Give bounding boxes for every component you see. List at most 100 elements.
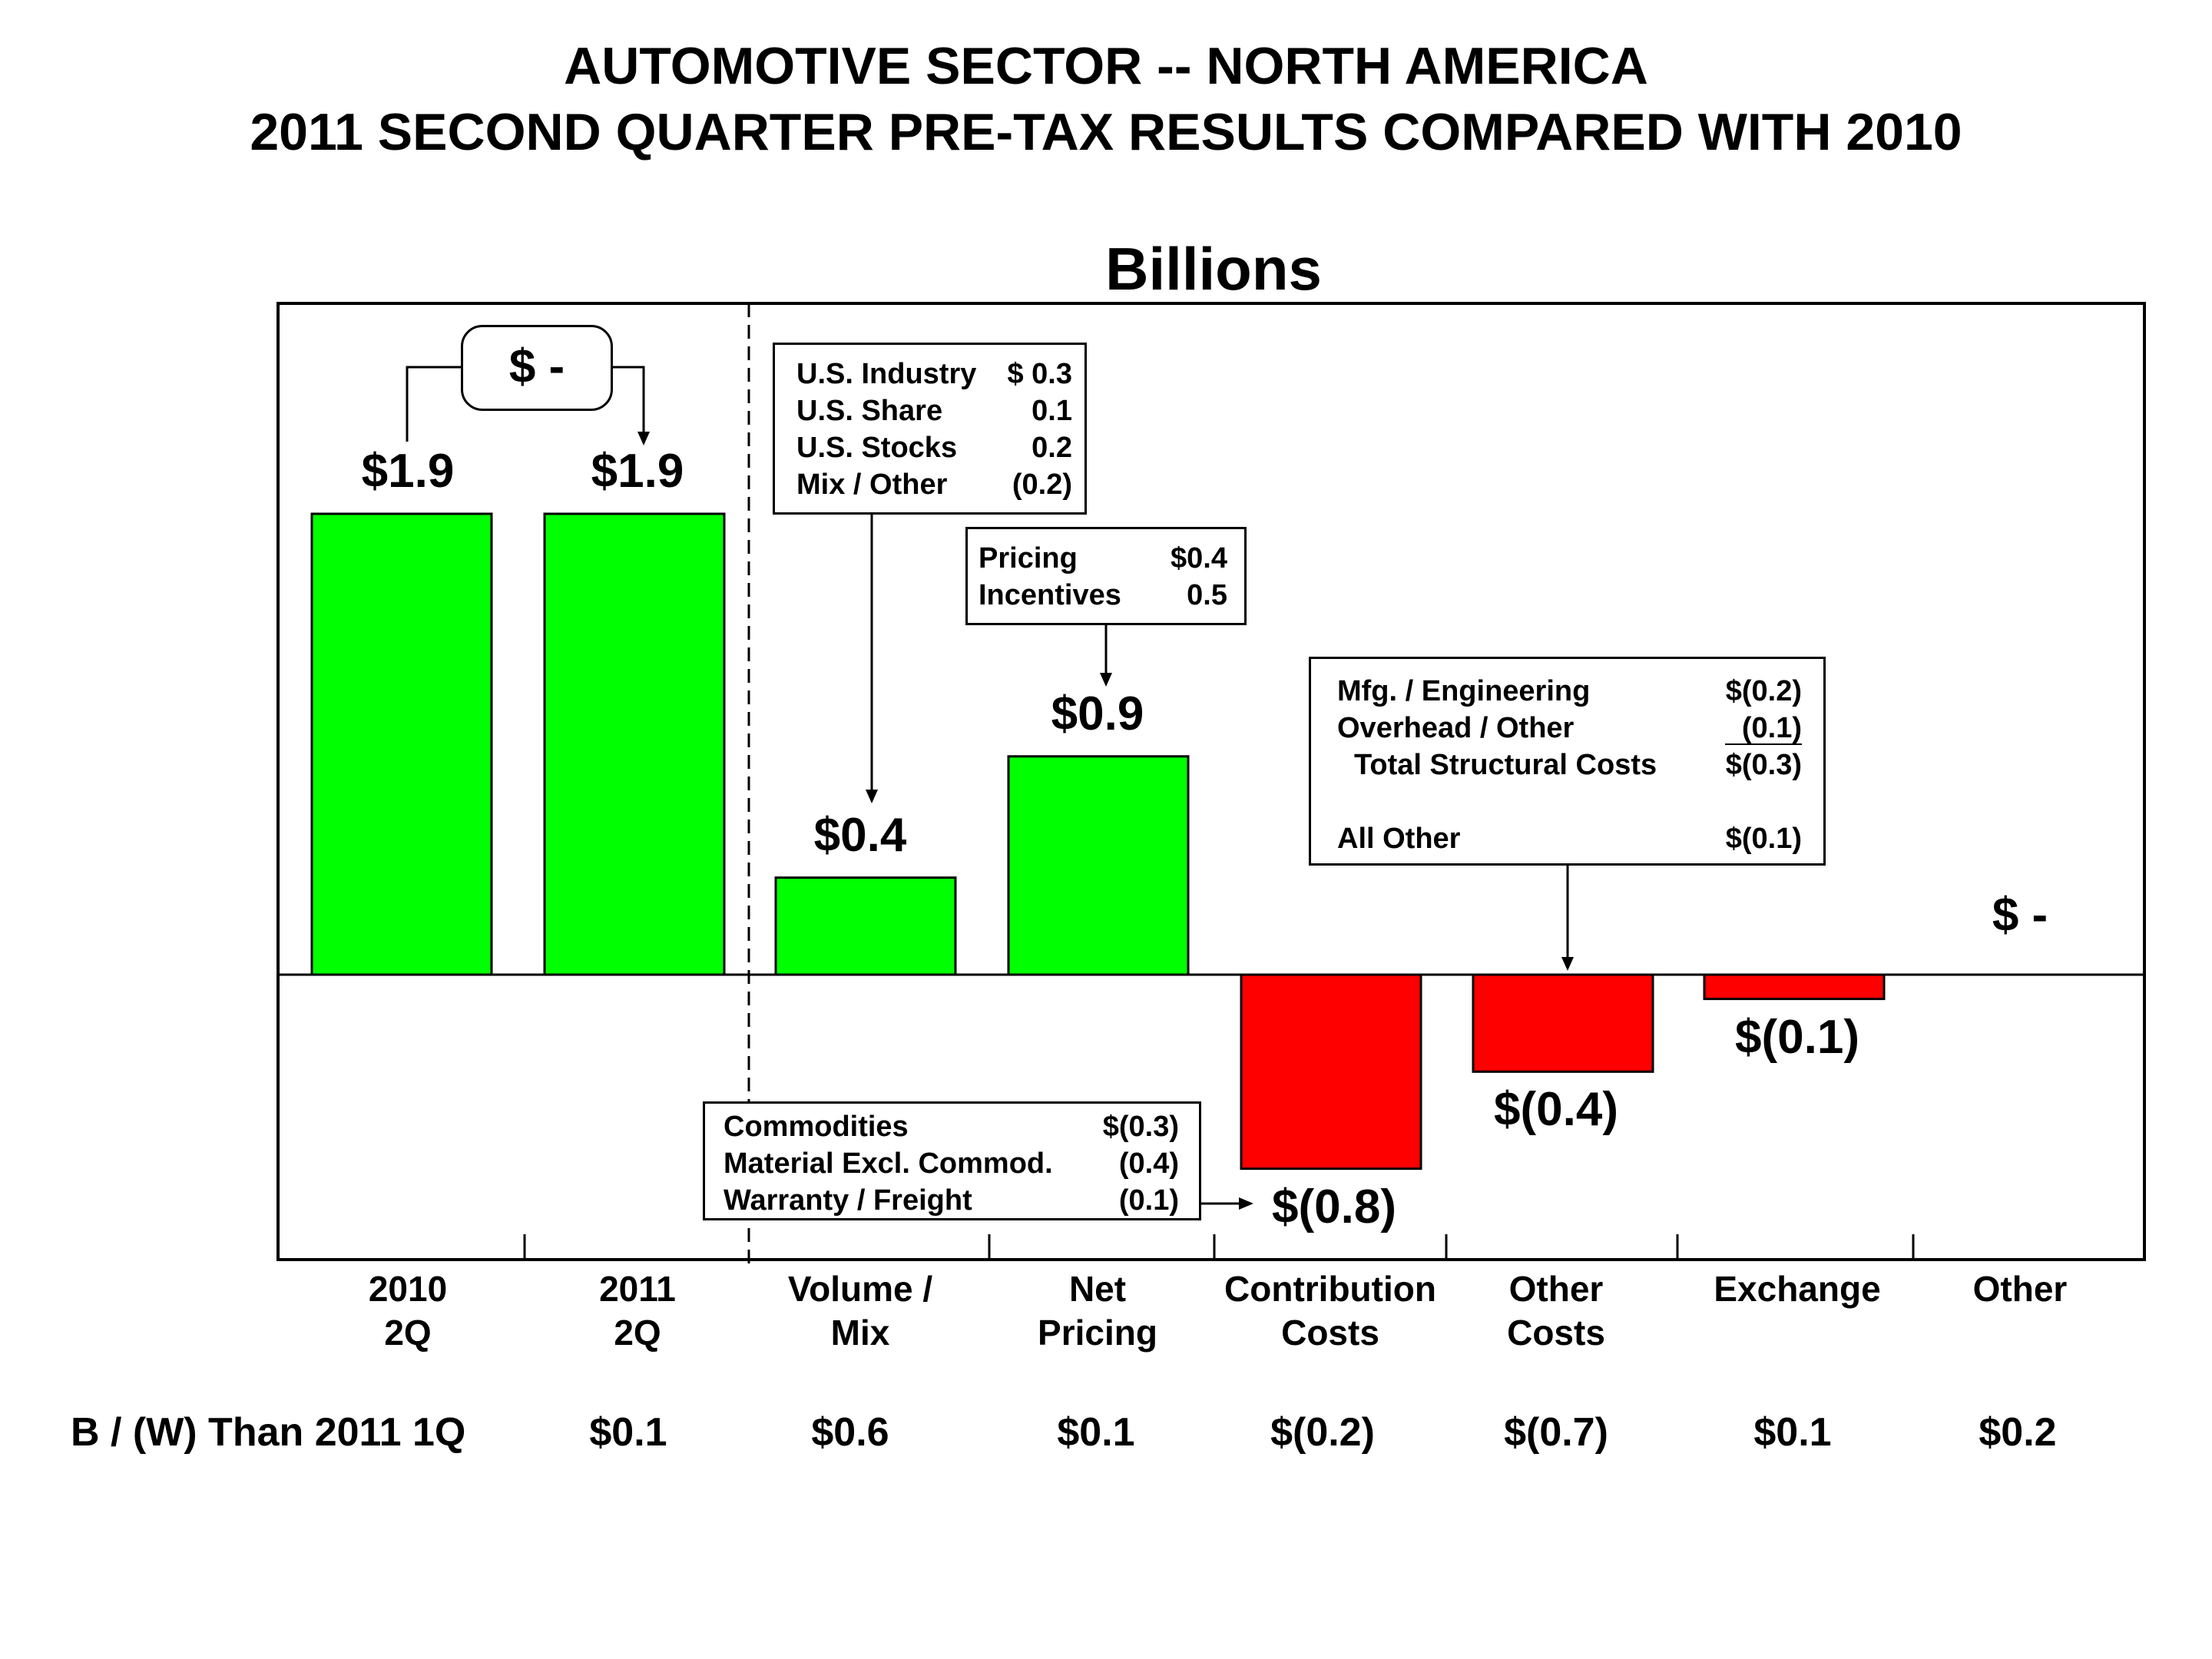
callout-row-value: (0.1) [1118, 1184, 1179, 1217]
othercosts-callout-arrow-icon [1561, 957, 1574, 971]
category-label: Other Costs [1433, 1267, 1679, 1355]
bar [1703, 973, 1886, 1001]
callout-row: Incentives 0.5 [979, 577, 1227, 614]
category-label: Exchange [1674, 1267, 1920, 1311]
callout-row: Warranty / Freight (0.1) [724, 1182, 1179, 1219]
bw-row-value: $(0.7) [1504, 1410, 1608, 1455]
category-label-line2: Costs [1507, 1313, 1605, 1353]
category-label-line1: 2010 [368, 1269, 448, 1309]
callout-row-value: (0.4) [1118, 1147, 1179, 1180]
net-pricing-callout: Pricing $0.4 Incentives 0.5 [965, 527, 1247, 625]
change-callout: $ - [461, 325, 613, 411]
change-callout-value: $ - [508, 340, 565, 393]
bw-row-value: $0.6 [811, 1410, 889, 1455]
category-label-line1: Net [1068, 1269, 1127, 1309]
bars [310, 512, 1886, 1171]
units-label: Billions [1105, 235, 1322, 303]
callout-row-value: $(0.1) [1725, 823, 1802, 855]
axis-ticks [523, 1234, 1915, 1260]
category-label-line1: Other [1508, 1269, 1604, 1309]
callout-row-value: 0.2 [1031, 432, 1072, 464]
callout-row-value: 0.5 [1187, 579, 1227, 611]
volume-mix-callout: U.S. Industry $ 0.3 U.S. Share 0.1 U.S. St… [773, 343, 1087, 515]
callout-row-value: $0.4 [1171, 542, 1227, 575]
callout-row-label: Commodities [724, 1111, 909, 1143]
callout-row-label: All Other [1337, 823, 1461, 855]
callout-row-value: (0.2) [1012, 469, 1072, 501]
bw-row-value: $(0.2) [1270, 1410, 1375, 1455]
bar [310, 512, 493, 976]
callout-row-label: U.S. Industry [796, 358, 977, 390]
bar-value-label: $1.9 [361, 444, 455, 498]
bar-value-label: $1.9 [591, 444, 684, 498]
callout-row-label: Incentives [979, 579, 1121, 611]
category-label: Volume / Mix [737, 1267, 983, 1355]
category-label-line1: Exchange [1714, 1269, 1881, 1309]
callout-row-label: Material Excl. Commod. [724, 1147, 1053, 1180]
bw-row-value: $0.2 [1979, 1410, 2057, 1455]
category-label-line1: Contribution [1224, 1269, 1436, 1309]
bracket-arrow-icon [637, 432, 650, 445]
callout-row: Mix / Other (0.2) [796, 466, 1072, 503]
callout-row: All Other $(0.1) [1337, 820, 1802, 857]
bar [774, 876, 957, 976]
category-label: Contribution Costs [1207, 1267, 1453, 1355]
category-label-line2: Costs [1281, 1313, 1379, 1353]
chart-title-line2: 2011 SECOND QUARTER PRE-TAX RESULTS COMP… [250, 103, 1962, 161]
contribution-callout-arrow-icon [1239, 1197, 1253, 1210]
bracket-right-line [611, 366, 645, 434]
category-label-line2: Mix [830, 1313, 890, 1353]
callout-row-value: $ 0.3 [1007, 358, 1072, 390]
contribution-costs-callout: Commodities $(0.3) Material Excl. Commod.… [703, 1101, 1201, 1220]
callout-row: Total Structural Costs $(0.3) [1337, 747, 1802, 783]
callout-row-label: Mfg. / Engineering [1337, 675, 1591, 707]
callout-row-value: $(0.3) [1725, 749, 1802, 781]
callout-row-label: Overhead / Other [1337, 712, 1575, 744]
bar-value-label: $0.9 [1051, 687, 1144, 740]
callout-spacer [1337, 783, 1802, 820]
callout-row: U.S. Industry $ 0.3 [796, 356, 1072, 392]
category-label-line1: Volume / [787, 1269, 933, 1309]
category-label: 2010 2Q [285, 1267, 531, 1355]
callout-row-label: Warranty / Freight [724, 1184, 972, 1217]
category-label-line2: 2Q [384, 1313, 432, 1353]
callout-row: Mfg. / Engineering $(0.2) [1337, 673, 1802, 710]
callout-row-label: Total Structural Costs [1354, 749, 1657, 781]
category-label: 2011 2Q [515, 1267, 760, 1355]
bar [1240, 973, 1422, 1171]
category-label-line1: 2011 [599, 1269, 676, 1309]
bw-row-value: $0.1 [1753, 1410, 1832, 1455]
bracket-left-line [406, 366, 461, 442]
callout-row-label: U.S. Stocks [796, 432, 958, 464]
pricing-callout-arrow-icon [1100, 673, 1112, 687]
volume-callout-arrow-icon [866, 790, 878, 803]
callout-row-value: $(0.2) [1725, 675, 1802, 707]
callout-row-value: 0.1 [1031, 395, 1072, 427]
callout-row-label: U.S. Share [796, 395, 943, 427]
callout-row: Overhead / Other (0.1) [1337, 710, 1802, 747]
category-label-line2: 2Q [614, 1313, 661, 1353]
bar-value-label: $ - [1992, 889, 2048, 942]
bar-value-label: $(0.1) [1735, 1010, 1859, 1064]
chart-title-line1: AUTOMOTIVE SECTOR -- NORTH AMERICA [564, 37, 1648, 95]
callout-row-value: $(0.3) [1102, 1111, 1179, 1143]
category-label: Other [1897, 1267, 2143, 1311]
callout-connectors [406, 366, 1574, 1210]
callout-row: Commodities $(0.3) [724, 1108, 1179, 1145]
plot-frame [276, 302, 2146, 1261]
callout-row-value: (0.1) [1724, 710, 1802, 745]
bar [1472, 973, 1654, 1073]
callout-row-label: Mix / Other [796, 469, 948, 501]
category-label-line2: Pricing [1038, 1313, 1157, 1353]
bar-value-label: $(0.4) [1494, 1083, 1618, 1137]
bw-row-value: $0.1 [1057, 1410, 1135, 1455]
callout-row: U.S. Stocks 0.2 [796, 429, 1072, 466]
other-costs-callout: Mfg. / Engineering $(0.2) Overhead / Othe… [1309, 657, 1826, 866]
callout-row: Pricing $0.4 [979, 540, 1227, 577]
callout-row: U.S. Share 0.1 [796, 392, 1072, 429]
bar-value-label: $0.4 [813, 808, 907, 862]
category-label-line1: Other [1972, 1269, 2068, 1309]
bar [1007, 755, 1190, 976]
bar-value-label: $(0.8) [1272, 1180, 1396, 1233]
